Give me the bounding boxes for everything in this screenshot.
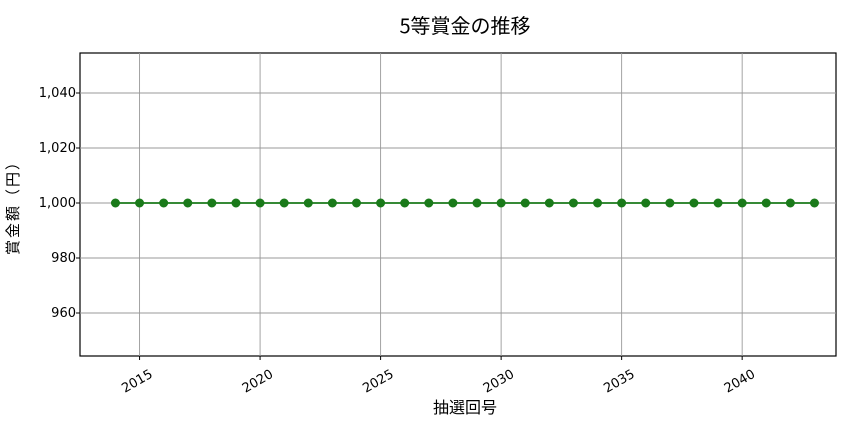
svg-text:2035: 2035: [601, 367, 637, 397]
svg-text:2040: 2040: [722, 367, 758, 397]
svg-text:1,000: 1,000: [39, 196, 76, 211]
svg-text:2030: 2030: [481, 367, 517, 397]
svg-text:960: 960: [51, 306, 76, 321]
svg-text:2020: 2020: [240, 367, 276, 397]
svg-text:1,040: 1,040: [39, 86, 76, 101]
svg-text:980: 980: [51, 251, 76, 266]
svg-text:2015: 2015: [119, 367, 155, 397]
svg-text:1,020: 1,020: [39, 141, 76, 156]
svg-text:2025: 2025: [360, 367, 396, 397]
